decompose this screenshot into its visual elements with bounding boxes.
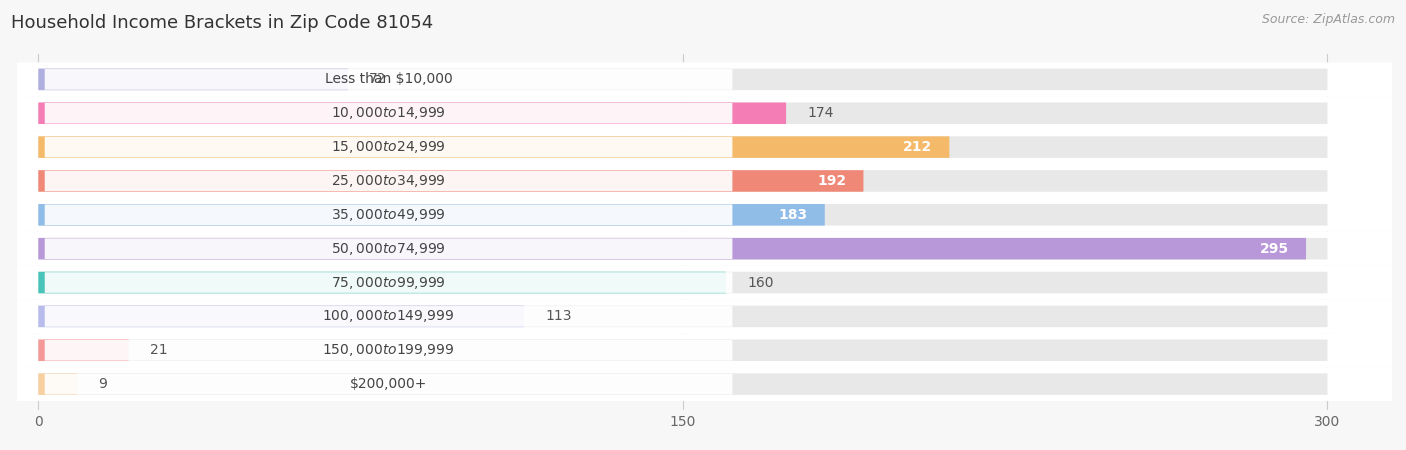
FancyBboxPatch shape [38, 272, 725, 293]
Text: 295: 295 [1260, 242, 1289, 256]
Text: $150,000 to $199,999: $150,000 to $199,999 [322, 342, 454, 358]
FancyBboxPatch shape [38, 136, 1327, 158]
FancyBboxPatch shape [17, 130, 1392, 164]
FancyBboxPatch shape [38, 306, 524, 327]
FancyBboxPatch shape [45, 171, 733, 191]
FancyBboxPatch shape [38, 374, 77, 395]
Text: $200,000+: $200,000+ [350, 377, 427, 391]
FancyBboxPatch shape [38, 69, 347, 90]
Text: $50,000 to $74,999: $50,000 to $74,999 [332, 241, 446, 256]
FancyBboxPatch shape [38, 272, 1327, 293]
FancyBboxPatch shape [38, 204, 1327, 225]
FancyBboxPatch shape [38, 170, 1327, 192]
FancyBboxPatch shape [38, 136, 949, 158]
FancyBboxPatch shape [17, 266, 1392, 299]
Text: Less than $10,000: Less than $10,000 [325, 72, 453, 86]
FancyBboxPatch shape [45, 374, 733, 395]
FancyBboxPatch shape [45, 204, 733, 225]
Text: $75,000 to $99,999: $75,000 to $99,999 [332, 274, 446, 291]
FancyBboxPatch shape [45, 306, 733, 327]
FancyBboxPatch shape [38, 170, 863, 192]
FancyBboxPatch shape [45, 238, 733, 259]
Text: $10,000 to $14,999: $10,000 to $14,999 [332, 105, 446, 121]
Text: $25,000 to $34,999: $25,000 to $34,999 [332, 173, 446, 189]
Text: 183: 183 [779, 208, 807, 222]
FancyBboxPatch shape [45, 137, 733, 157]
Text: 212: 212 [903, 140, 932, 154]
FancyBboxPatch shape [17, 232, 1392, 266]
FancyBboxPatch shape [45, 103, 733, 124]
FancyBboxPatch shape [45, 272, 733, 293]
FancyBboxPatch shape [38, 103, 786, 124]
FancyBboxPatch shape [45, 69, 733, 90]
Text: $15,000 to $24,999: $15,000 to $24,999 [332, 139, 446, 155]
FancyBboxPatch shape [38, 238, 1306, 260]
Text: Household Income Brackets in Zip Code 81054: Household Income Brackets in Zip Code 81… [11, 14, 433, 32]
Text: 192: 192 [817, 174, 846, 188]
Text: Source: ZipAtlas.com: Source: ZipAtlas.com [1261, 14, 1395, 27]
FancyBboxPatch shape [17, 164, 1392, 198]
Text: 113: 113 [546, 310, 572, 324]
FancyBboxPatch shape [17, 198, 1392, 232]
FancyBboxPatch shape [38, 374, 1327, 395]
FancyBboxPatch shape [38, 339, 128, 361]
FancyBboxPatch shape [17, 333, 1392, 367]
FancyBboxPatch shape [38, 339, 1327, 361]
FancyBboxPatch shape [17, 299, 1392, 333]
FancyBboxPatch shape [45, 340, 733, 360]
FancyBboxPatch shape [38, 238, 1327, 260]
Text: 9: 9 [98, 377, 107, 391]
FancyBboxPatch shape [17, 96, 1392, 130]
Text: 21: 21 [150, 343, 167, 357]
FancyBboxPatch shape [17, 63, 1392, 96]
Text: 174: 174 [807, 106, 834, 120]
FancyBboxPatch shape [38, 204, 825, 225]
Text: 72: 72 [370, 72, 387, 86]
FancyBboxPatch shape [38, 103, 1327, 124]
Text: $100,000 to $149,999: $100,000 to $149,999 [322, 308, 454, 324]
Text: $35,000 to $49,999: $35,000 to $49,999 [332, 207, 446, 223]
FancyBboxPatch shape [17, 367, 1392, 401]
Text: 160: 160 [748, 275, 773, 289]
FancyBboxPatch shape [38, 69, 1327, 90]
FancyBboxPatch shape [38, 306, 1327, 327]
